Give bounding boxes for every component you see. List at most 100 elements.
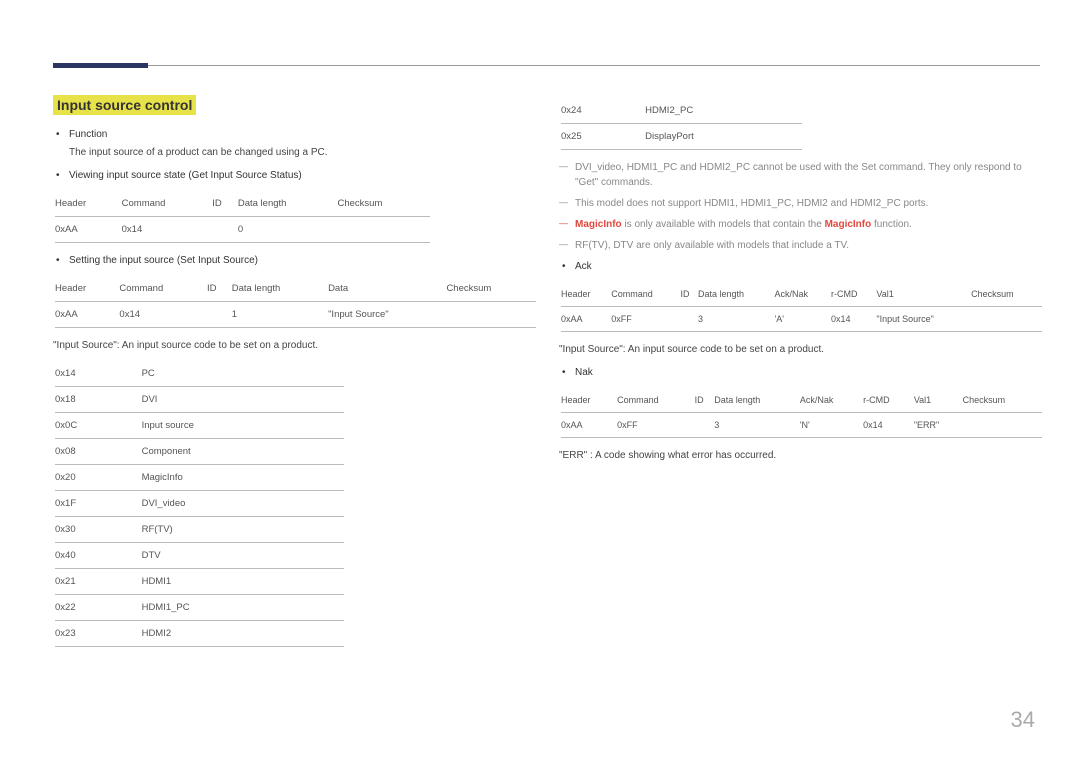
td: 0x14: [122, 217, 213, 243]
table-row: 0x25DisplayPort: [561, 124, 802, 150]
magicinfo-highlight: MagicInfo: [825, 219, 872, 230]
td-code: 0x08: [55, 439, 142, 465]
dash-item: RF(TV), DTV are only available with mode…: [559, 238, 1040, 253]
td: 0xFF: [617, 413, 695, 438]
th: Ack/Nak: [800, 388, 863, 413]
bullet-label: Function: [69, 129, 107, 140]
header-accent: [53, 63, 148, 68]
th: ID: [212, 191, 238, 217]
td: [446, 302, 536, 328]
section-title: Input source control: [53, 95, 196, 115]
th: Checksum: [963, 388, 1042, 413]
page-number: 34: [1011, 707, 1035, 733]
td: [971, 307, 1042, 332]
ack-table: Header Command ID Data length Ack/Nak r-…: [561, 282, 1042, 332]
bullet-viewing: Viewing input source state (Get Input So…: [69, 168, 534, 183]
source-codes-table: 0x14PC0x18DVI0x0CInput source0x08Compone…: [55, 361, 344, 647]
note-text: "Input Source": An input source code to …: [559, 342, 1040, 357]
bullet-list: Function The input source of a product c…: [69, 127, 534, 183]
get-status-table: Header Command ID Data length Checksum 0…: [55, 191, 430, 243]
table-row: 0x20MagicInfo: [55, 465, 344, 491]
th: Command: [617, 388, 695, 413]
table-row: 0xAA 0x14 0: [55, 217, 430, 243]
bullet-ack: Ack: [575, 259, 1040, 274]
th: Ack/Nak: [775, 282, 832, 307]
td-code: 0x30: [55, 517, 142, 543]
td: "Input Source": [876, 307, 971, 332]
bullet-list: Nak: [575, 365, 1040, 380]
source-codes-table-cont: 0x24HDMI2_PC0x25DisplayPort: [561, 98, 802, 150]
td: 0: [238, 217, 338, 243]
td: "Input Source": [328, 302, 446, 328]
th: Data length: [714, 388, 800, 413]
th: Header: [55, 191, 122, 217]
th: ID: [695, 388, 715, 413]
bullet-nak: Nak: [575, 365, 1040, 380]
th: Header: [55, 276, 119, 302]
th: Checksum: [338, 191, 431, 217]
th: Data length: [232, 276, 328, 302]
nak-table: Header Command ID Data length Ack/Nak r-…: [561, 388, 1042, 438]
td: [212, 217, 238, 243]
th: Data length: [238, 191, 338, 217]
table-row: 0x14PC: [55, 361, 344, 387]
td-label: HDMI2: [142, 621, 344, 647]
td-code: 0x1F: [55, 491, 142, 517]
table-header-row: Header Command ID Data length Ack/Nak r-…: [561, 282, 1042, 307]
dash-item: DVI_video, HDMI1_PC and HDMI2_PC cannot …: [559, 160, 1040, 190]
table-row: 0x23HDMI2: [55, 621, 344, 647]
table-row: 0xAA 0xFF 3 'A' 0x14 "Input Source": [561, 307, 1042, 332]
td-label: Component: [142, 439, 344, 465]
table-row: 0x22HDMI1_PC: [55, 595, 344, 621]
th: Header: [561, 388, 617, 413]
table-row: 0x30RF(TV): [55, 517, 344, 543]
table-row: 0x40DTV: [55, 543, 344, 569]
th: Val1: [914, 388, 963, 413]
th: Command: [122, 191, 213, 217]
td-label: HDMI1: [142, 569, 344, 595]
td-label: DisplayPort: [645, 124, 801, 150]
dash-item: This model does not support HDMI1, HDMI1…: [559, 196, 1040, 211]
table-row: 0xAA 0x14 1 "Input Source": [55, 302, 536, 328]
td-label: DTV: [142, 543, 344, 569]
table-header-row: Header Command ID Data length Ack/Nak r-…: [561, 388, 1042, 413]
td: 0xFF: [611, 307, 680, 332]
td: 1: [232, 302, 328, 328]
th: Command: [611, 282, 680, 307]
td: 3: [698, 307, 775, 332]
td-code: 0x40: [55, 543, 142, 569]
table-row: 0x24HDMI2_PC: [561, 98, 802, 124]
td: 0xAA: [55, 217, 122, 243]
page-content: Input source control Function The input …: [0, 0, 1080, 657]
td: [207, 302, 232, 328]
header-rule: [53, 65, 1040, 66]
table-row: 0x1FDVI_video: [55, 491, 344, 517]
th: ID: [207, 276, 232, 302]
td-code: 0x25: [561, 124, 645, 150]
note-text: "Input Source": An input source code to …: [53, 338, 534, 353]
th: Data: [328, 276, 446, 302]
note-text: "ERR" : A code showing what error has oc…: [559, 448, 1040, 463]
bullet-subtext: The input source of a product can be cha…: [69, 145, 534, 160]
td-label: PC: [142, 361, 344, 387]
td: [963, 413, 1042, 438]
td-label: DVI: [142, 387, 344, 413]
th: Checksum: [971, 282, 1042, 307]
th: Header: [561, 282, 611, 307]
td-label: HDMI1_PC: [142, 595, 344, 621]
td-label: DVI_video: [142, 491, 344, 517]
magicinfo-highlight: MagicInfo: [575, 219, 622, 230]
table-row: 0xAA 0xFF 3 'N' 0x14 "ERR": [561, 413, 1042, 438]
td-label: HDMI2_PC: [645, 98, 801, 124]
th: r-CMD: [831, 282, 876, 307]
th: Val1: [876, 282, 971, 307]
td-code: 0x20: [55, 465, 142, 491]
th: ID: [680, 282, 698, 307]
text: is only available with models that conta…: [622, 219, 825, 230]
td: 0x14: [831, 307, 876, 332]
table-header-row: Header Command ID Data length Checksum: [55, 191, 430, 217]
dash-item-magicinfo: MagicInfo is only available with models …: [559, 217, 1040, 232]
th: r-CMD: [863, 388, 914, 413]
table-row: 0x0CInput source: [55, 413, 344, 439]
td-label: MagicInfo: [142, 465, 344, 491]
